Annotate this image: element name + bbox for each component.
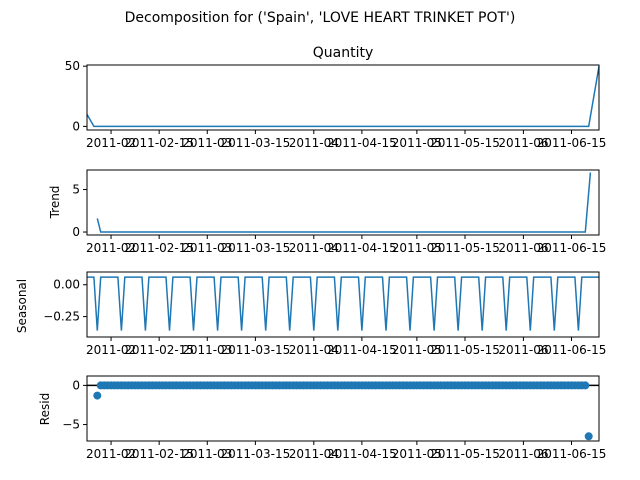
panel-trend-ylabel: Trend [48,186,62,220]
x-tick-label: 2011-03-15 [221,136,291,150]
y-tick-label: 0.00 [53,278,80,292]
x-tick-label: 2011-06-15 [537,447,607,461]
x-tick-label: 2011-04-15 [327,136,397,150]
panel-quantity: Quantity 0502011-022011-02-152011-032011… [65,45,607,150]
y-tick-label: 0 [72,378,80,392]
panel-trend-plot: 052011-022011-02-152011-032011-03-152011… [72,173,606,256]
panel-seasonal-frame [87,272,599,337]
panel-quantity-frame [87,65,599,130]
x-tick-label: 2011-04-15 [327,447,397,461]
panel-resid-plot: 0−52011-022011-02-152011-032011-03-15201… [62,378,606,461]
figure-suptitle: Decomposition for ('Spain', 'LOVE HEART … [125,10,516,26]
resid-point [581,381,589,389]
x-tick-label: 2011-03-15 [221,343,291,357]
panel-quantity-plot: 0502011-022011-02-152011-032011-03-15201… [65,59,607,150]
x-tick-label: 2011-03-15 [221,447,291,461]
panel-trend: Trend 052011-022011-02-152011-032011-03-… [48,170,606,255]
x-tick-label: 2011-05-15 [430,136,500,150]
x-tick-label: 2011-05-15 [430,241,500,255]
x-tick-label: 2011-06-15 [537,136,607,150]
y-tick-label: 0 [72,119,80,133]
y-tick-label: −5 [62,418,80,432]
panel-resid-ylabel: Resid [38,393,52,425]
series-line [87,66,599,126]
x-tick-label: 2011-06-15 [537,343,607,357]
y-tick-label: 5 [72,183,80,197]
panel-resid: Resid 0−52011-022011-02-152011-032011-03… [38,376,606,461]
y-tick-label: 50 [65,59,80,73]
x-tick-label: 2011-05-15 [430,447,500,461]
series-line [97,173,590,233]
seasonal-line [87,277,599,331]
resid-point [93,392,101,400]
x-tick-label: 2011-04-15 [327,343,397,357]
panel-seasonal: Seasonal 0.00−0.252011-022011-02-152011-… [15,272,606,357]
panel-trend-frame [87,170,599,235]
y-tick-label: −0.25 [43,310,80,324]
panel-seasonal-ylabel: Seasonal [15,279,29,333]
x-tick-label: 2011-04-15 [327,241,397,255]
x-tick-label: 2011-06-15 [537,241,607,255]
resid-point [585,432,593,440]
x-tick-label: 2011-03-15 [221,241,291,255]
x-tick-label: 2011-05-15 [430,343,500,357]
y-tick-label: 0 [72,225,80,239]
panel-quantity-title: Quantity [313,45,374,61]
panel-seasonal-plot: 0.00−0.252011-022011-02-152011-032011-03… [43,277,606,357]
